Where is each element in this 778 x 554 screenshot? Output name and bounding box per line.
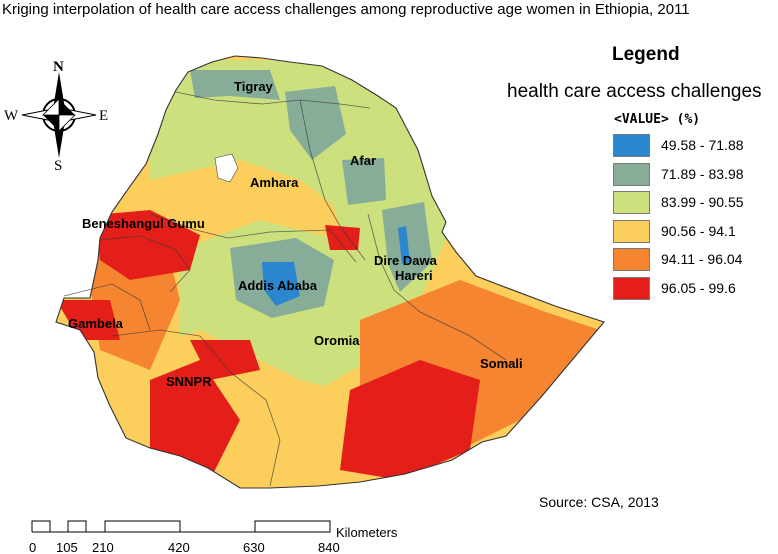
boundary-amhara-south (149, 213, 357, 263)
legend-swatch (613, 276, 650, 300)
label-hareri: Hareri (395, 268, 433, 283)
legend-heading: Legend (612, 44, 680, 65)
legend-swatch (613, 134, 650, 157)
label-gambela: Gambela (68, 316, 124, 331)
zone-tigray-teal-2 (285, 86, 346, 160)
scale-unit: Kilometers (336, 525, 398, 540)
zone-tigray-teal (190, 70, 280, 100)
ethiopia-outline (55, 55, 605, 489)
zone-southeast-red (340, 360, 480, 480)
scale-tick-840: 840 (318, 540, 340, 554)
boundary-somali (367, 213, 507, 361)
legend-swatch (613, 162, 650, 186)
region-boundaries (63, 91, 507, 487)
lake-tana (214, 153, 239, 183)
label-somali: Somali (480, 356, 523, 371)
zone-addis-blue (262, 262, 300, 306)
label-dire-dawa: Dire Dawa (374, 253, 438, 268)
legend-label: 94.11 - 96.04 (661, 251, 743, 267)
scale-tick-420: 420 (168, 540, 190, 554)
compass-south: S (54, 158, 62, 174)
source-note: Source: CSA, 2013 (539, 494, 659, 510)
legend-swatch (613, 219, 650, 243)
zone-south-red (150, 360, 240, 480)
zone-beneshangul-red (95, 210, 200, 280)
zone-gambela-red (56, 300, 120, 340)
label-tigray: Tigray (234, 79, 274, 94)
scale-tick-630: 630 (243, 540, 265, 554)
compass-east: E (99, 108, 108, 124)
scale-bar: 0 105 210 420 630 840 Kilometers (29, 520, 398, 554)
label-beneshangul: Beneshangul Gumu (82, 216, 205, 231)
compass-west: W (4, 108, 19, 124)
legend-swatch (613, 248, 650, 271)
zone-snnpr-red (190, 340, 260, 380)
legend-label: 96.05 - 99.6 (661, 279, 736, 296)
label-afar: Afar (350, 153, 376, 168)
label-amhara: Amhara (250, 175, 299, 190)
compass-north: N (53, 59, 64, 75)
legend-swatch (613, 191, 650, 214)
legend-label: 83.99 - 90.55 (661, 194, 744, 210)
legend-label: 90.56 - 94.1 (661, 222, 736, 239)
zone-east-blue (398, 226, 410, 264)
boundary-tigray (175, 91, 371, 109)
map-title: Kriging interpolation of health care acc… (2, 1, 690, 18)
label-addis-ababa: Addis Ababa (238, 278, 318, 293)
scale-tick-105: 105 (56, 540, 78, 554)
legend-label: 49.58 - 71.88 (661, 137, 744, 153)
label-oromia: Oromia (314, 333, 360, 348)
scale-tick-0: 0 (29, 540, 36, 554)
scale-tick-210: 210 (92, 540, 114, 554)
boundary-snnpr (111, 329, 281, 487)
boundary-afar-west (299, 99, 366, 261)
label-snnpr: SNNPR (166, 374, 212, 389)
boundary-gambela (63, 283, 151, 331)
legend-label: 71.89 - 83.98 (661, 165, 744, 182)
compass-icon: N S W E (4, 59, 108, 174)
legend-field-name: <VALUE> (%) (614, 112, 701, 127)
boundary-benishangul (99, 235, 191, 293)
scale-bar-line (31, 520, 331, 533)
zone-afar-red (325, 225, 360, 250)
kriging-surface (56, 56, 604, 488)
zone-afar-teal (342, 158, 386, 205)
legend-subtitle: health care access challenges (507, 81, 762, 102)
